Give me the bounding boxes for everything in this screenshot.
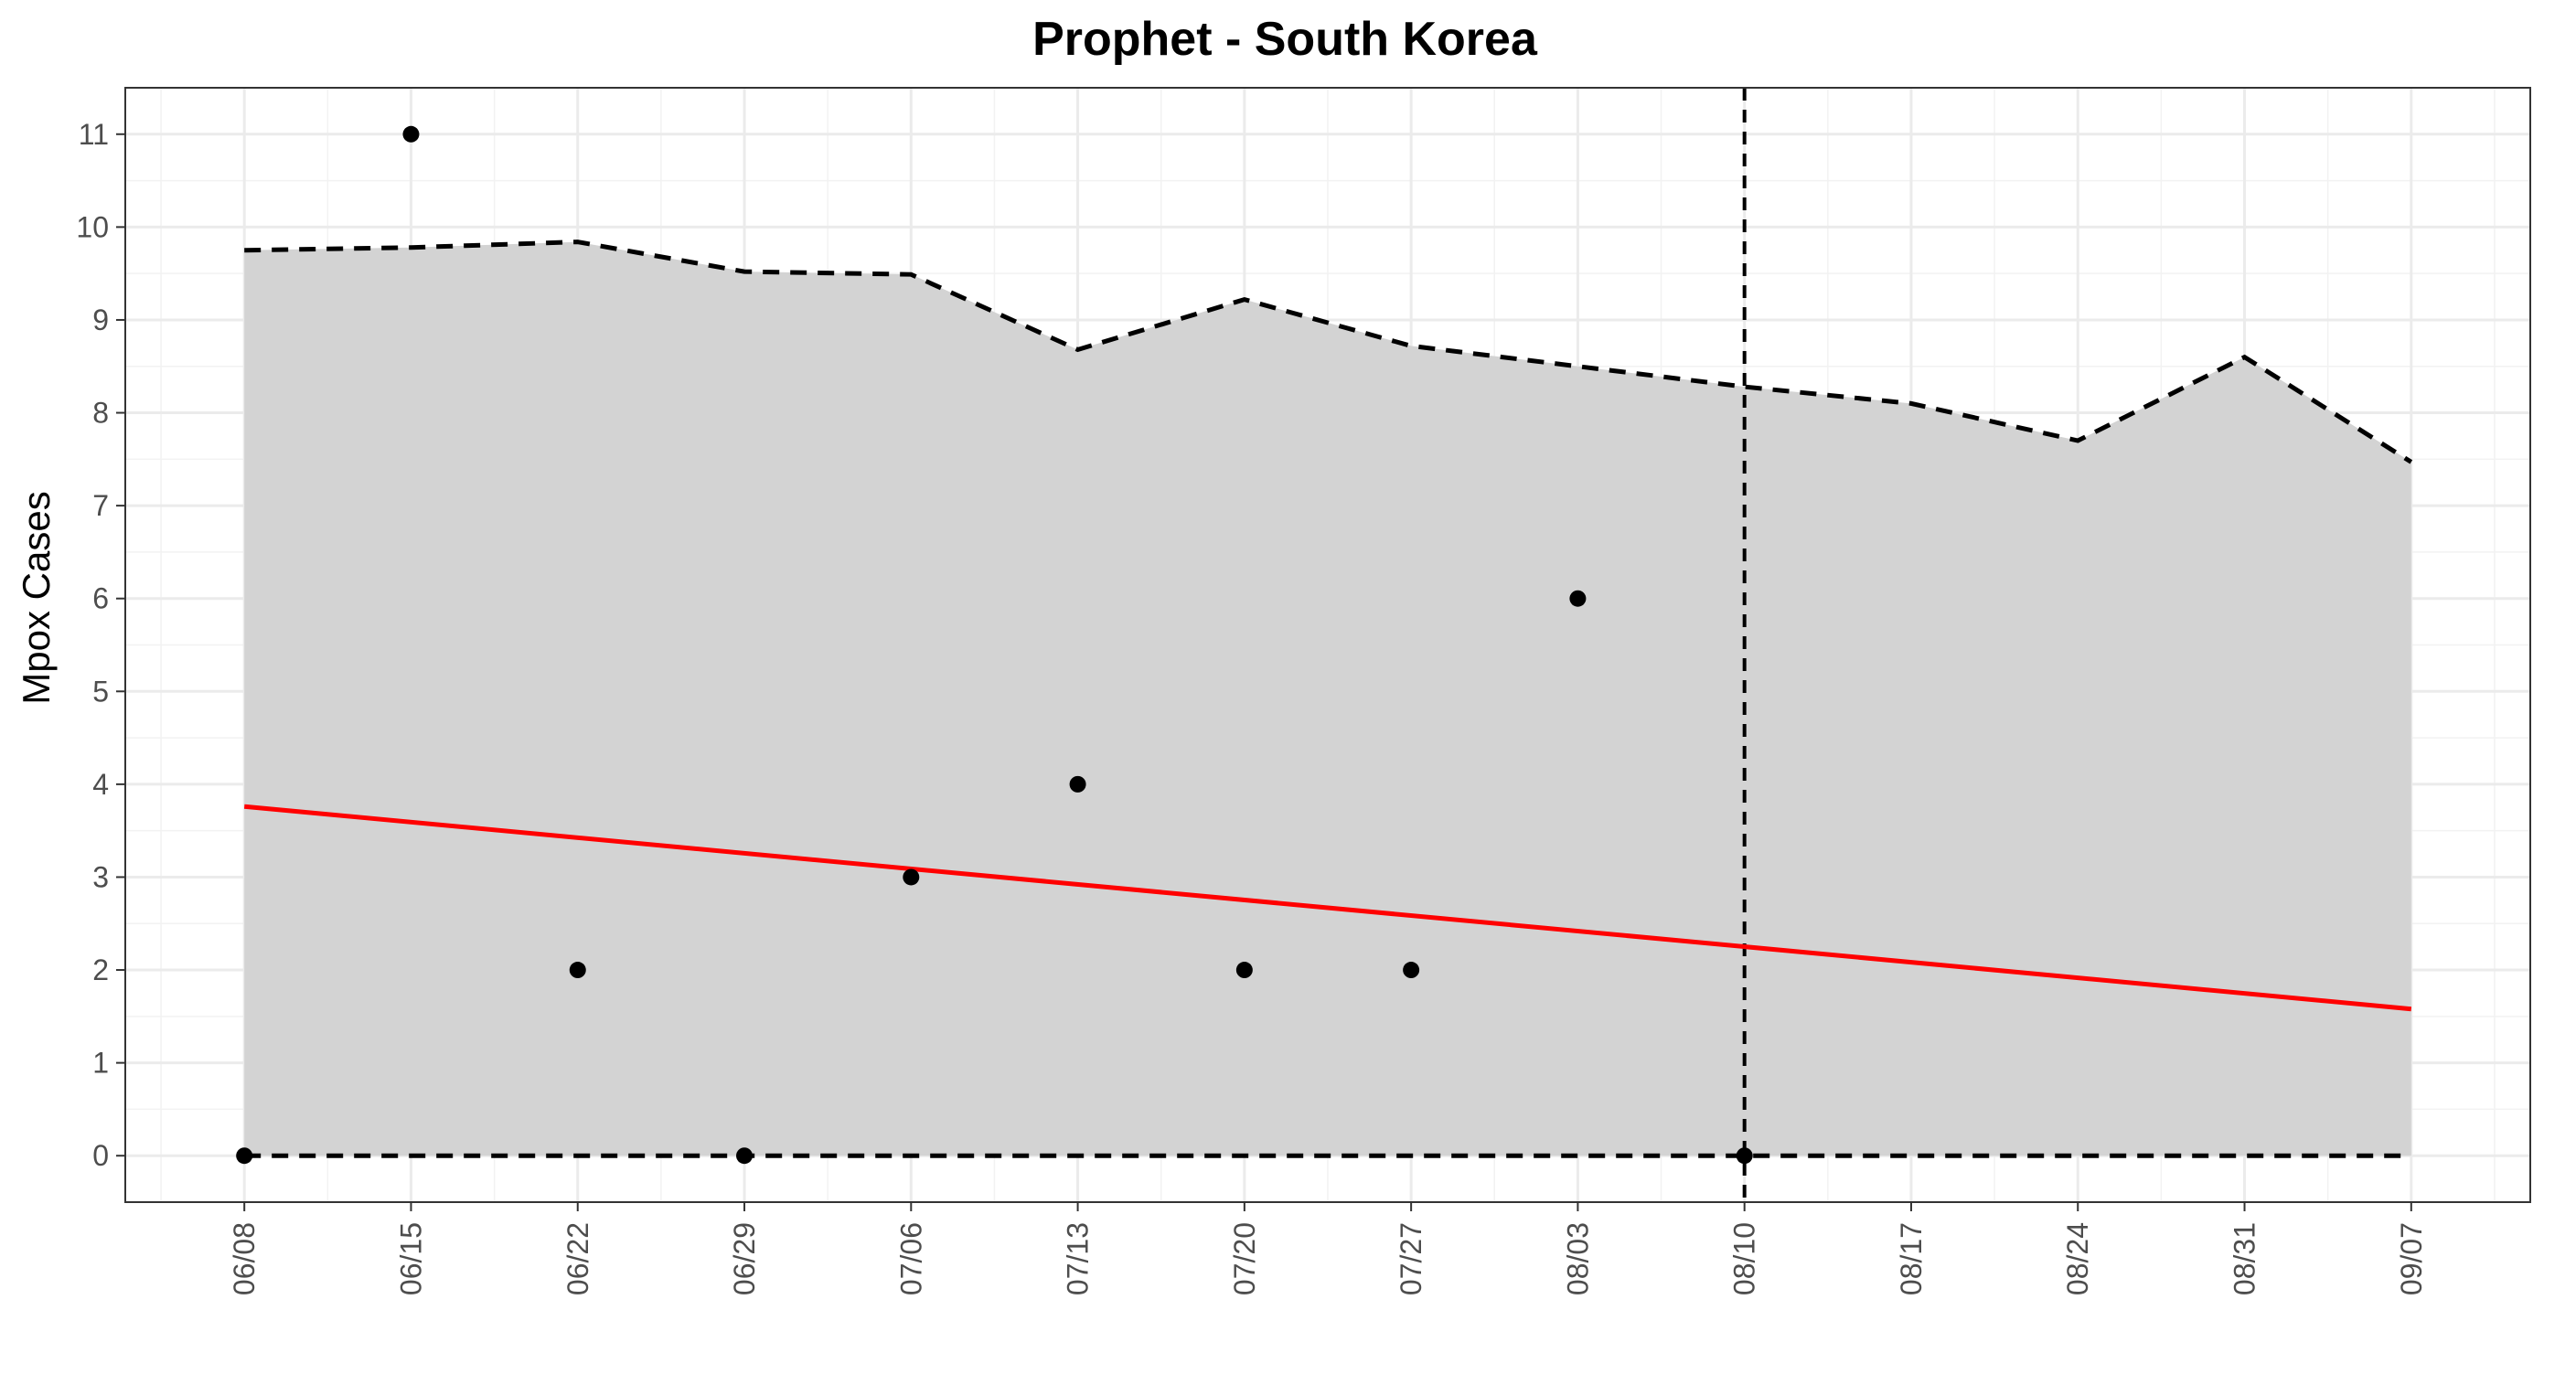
x-tick-label: 08/10: [1728, 1222, 1761, 1295]
x-tick-label: 07/06: [894, 1222, 927, 1295]
x-tick-label: 09/07: [2395, 1222, 2428, 1295]
x-tick-label: 08/31: [2229, 1222, 2261, 1295]
x-tick-label: 06/15: [394, 1222, 427, 1295]
upper-bound-line: [244, 240, 2413, 464]
forecast-line: [243, 804, 2412, 1012]
y-axis-label: Mpox Cases: [15, 491, 58, 704]
x-tick-label: 06/22: [561, 1222, 594, 1295]
y-tick-label: 6: [92, 582, 109, 615]
x-tick-label: 08/24: [2061, 1222, 2094, 1295]
data-point: [1403, 962, 1420, 979]
x-tick-label: 06/29: [728, 1222, 761, 1295]
data-point: [402, 125, 420, 143]
x-tick-label: 08/17: [1895, 1222, 1928, 1295]
y-tick-label: 10: [76, 210, 109, 243]
prediction-interval-band: [244, 241, 2411, 1156]
y-tick-label: 0: [92, 1139, 109, 1172]
y-tick-label: 4: [92, 768, 109, 801]
x-tick-label: 06/08: [228, 1222, 261, 1295]
y-tick-label: 3: [92, 860, 109, 893]
chart-title: Prophet - South Korea: [1032, 13, 1538, 66]
y-tick-label: 5: [92, 675, 109, 708]
y-tick-label: 8: [92, 397, 109, 430]
y-tick-label: 2: [92, 953, 109, 986]
data-point: [1569, 590, 1587, 607]
data-point: [1235, 962, 1253, 979]
data-point: [1069, 775, 1086, 793]
observed-points: [236, 125, 1753, 1165]
data-point: [569, 962, 586, 979]
x-tick-label: 07/27: [1395, 1222, 1427, 1295]
y-tick-label: 9: [92, 304, 109, 336]
y-tick-label: 11: [79, 118, 109, 151]
y-tick-label: 7: [92, 489, 109, 522]
data-point: [236, 1147, 253, 1165]
panel-border: [124, 87, 2531, 1203]
data-point: [903, 868, 920, 886]
y-axis: 0 1 2 3 4 5 6 7 8 9 10 11: [76, 118, 125, 1172]
x-tick-label: 07/13: [1062, 1222, 1095, 1295]
x-tick-label: 08/03: [1561, 1222, 1594, 1295]
data-point: [1736, 1147, 1753, 1165]
data-point: [736, 1147, 754, 1165]
x-tick-label: 07/20: [1228, 1222, 1261, 1295]
x-axis: 06/08 06/15 06/22 06/29 07/06 07/13 07/20 07/27…: [228, 1202, 2428, 1295]
y-tick-label: 1: [92, 1047, 109, 1080]
